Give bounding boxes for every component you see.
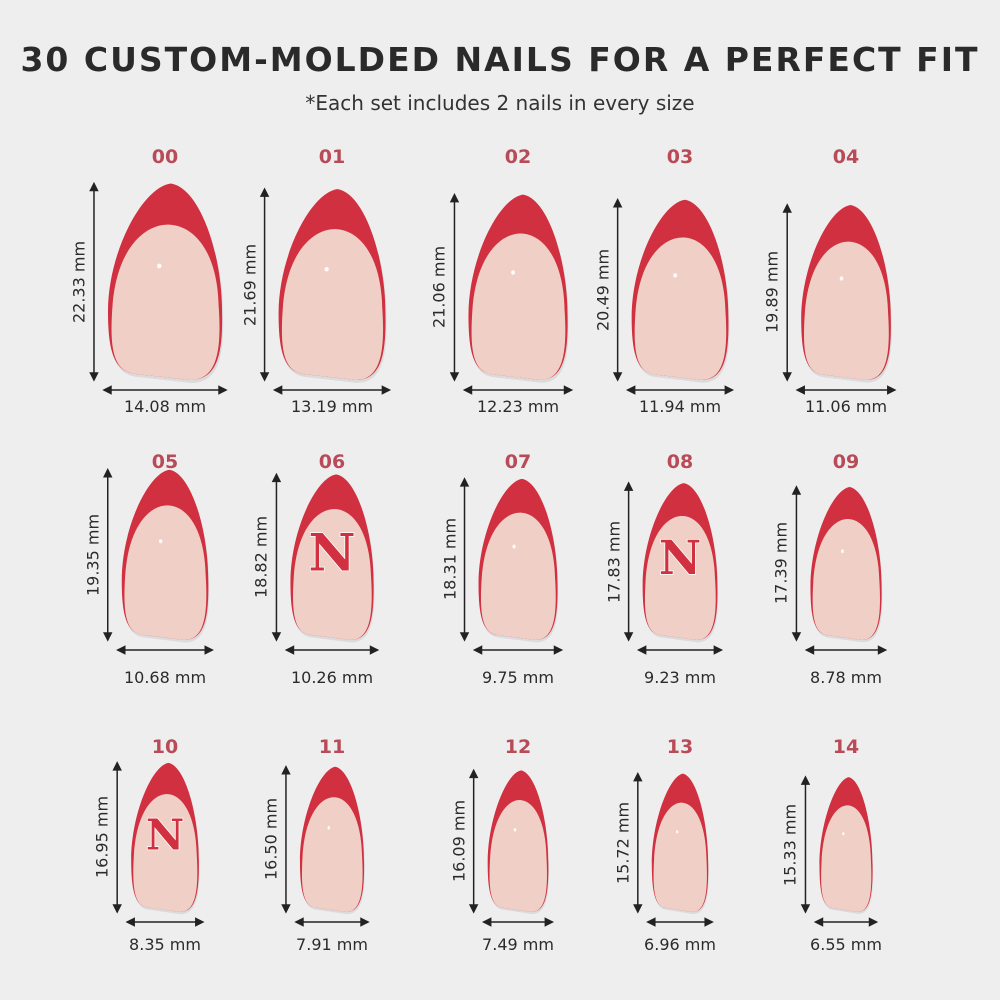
height-arrow xyxy=(112,761,122,914)
width-label: 10.26 mm xyxy=(290,668,374,687)
width-arrow xyxy=(472,645,564,655)
size-label: 08 xyxy=(666,451,694,473)
width-label: 9.75 mm xyxy=(482,668,554,687)
height-arrow xyxy=(612,198,623,382)
width-label: 6.96 mm xyxy=(644,935,716,954)
width-label: 11.06 mm xyxy=(804,397,888,416)
n-logo: N xyxy=(659,530,701,585)
height-arrow xyxy=(449,192,460,382)
size-label: 12 xyxy=(504,736,532,758)
width-arrow xyxy=(462,385,574,395)
nail-body xyxy=(111,224,220,380)
nail-body xyxy=(471,233,566,380)
width-arrow xyxy=(284,645,380,655)
nail-body xyxy=(489,800,547,912)
nail-body xyxy=(653,802,707,912)
nail-body xyxy=(293,509,372,640)
page-title: 30 CUSTOM-MOLDED NAILS FOR A PERFECT FIT xyxy=(20,40,980,79)
nail-body xyxy=(812,519,880,640)
n-logo: N xyxy=(308,523,355,583)
height-arrow xyxy=(800,775,811,914)
width-arrow xyxy=(646,917,714,927)
height-arrow xyxy=(281,765,291,914)
width-label: 8.78 mm xyxy=(810,668,882,687)
nail-body xyxy=(281,229,384,380)
width-label: 12.23 mm xyxy=(476,397,560,416)
size-label: 14 xyxy=(832,736,860,758)
width-label: 13.19 mm xyxy=(290,397,374,416)
nail-body xyxy=(634,237,727,381)
nail-body xyxy=(301,797,363,912)
width-arrow xyxy=(804,645,888,655)
nail-body xyxy=(803,241,889,380)
height-arrow xyxy=(782,203,792,382)
width-label: 11.94 mm xyxy=(638,397,722,416)
width-arrow xyxy=(102,385,228,395)
size-label: 09 xyxy=(832,451,860,473)
nail-body xyxy=(133,794,198,912)
width-label: 10.68 mm xyxy=(123,668,207,687)
size-label: 02 xyxy=(504,146,532,168)
height-arrow xyxy=(633,771,643,914)
height-arrow xyxy=(103,468,113,642)
height-arrow xyxy=(623,481,634,642)
subtitle: *Each set includes 2 nails in every size xyxy=(305,91,695,115)
width-arrow xyxy=(481,917,555,927)
size-label: 10 xyxy=(151,736,179,758)
width-label: 14.08 mm xyxy=(123,397,207,416)
size-label: 03 xyxy=(666,146,694,168)
height-arrow xyxy=(459,477,470,642)
height-arrow xyxy=(468,768,479,914)
height-arrow xyxy=(89,181,99,382)
nail-body xyxy=(644,515,716,640)
size-label: 06 xyxy=(318,451,346,473)
size-label: 00 xyxy=(151,146,179,168)
width-label: 7.49 mm xyxy=(482,935,554,954)
size-label: 05 xyxy=(151,451,179,473)
height-arrow xyxy=(271,472,282,642)
nail-body xyxy=(821,805,872,912)
nail-body xyxy=(480,512,556,640)
width-arrow xyxy=(795,385,897,395)
width-arrow xyxy=(813,917,879,927)
size-label: 07 xyxy=(504,451,532,473)
size-label: 11 xyxy=(318,736,346,758)
width-label: 9.23 mm xyxy=(644,668,716,687)
height-label: 15.33 mm xyxy=(780,803,800,886)
n-logo: N xyxy=(146,810,184,859)
width-label: 7.91 mm xyxy=(296,935,368,954)
height-arrow xyxy=(259,187,270,382)
height-arrow xyxy=(791,485,802,642)
size-label: 01 xyxy=(318,146,346,168)
width-arrow xyxy=(125,917,205,927)
size-label: 04 xyxy=(832,146,860,168)
width-arrow xyxy=(294,917,370,927)
width-arrow xyxy=(636,645,724,655)
width-arrow xyxy=(116,645,214,655)
width-label: 8.35 mm xyxy=(129,935,201,954)
nail-body xyxy=(124,505,207,640)
width-arrow xyxy=(625,385,735,395)
size-label: 13 xyxy=(666,736,694,758)
width-label: 6.55 mm xyxy=(810,935,882,954)
width-arrow xyxy=(272,385,392,395)
